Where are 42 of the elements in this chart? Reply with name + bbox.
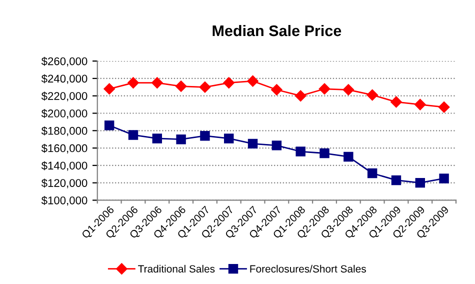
- point: [296, 146, 306, 156]
- y-tick-label: $100,000: [41, 196, 88, 206]
- y-tick-label: $180,000: [41, 126, 88, 136]
- point: [128, 77, 139, 88]
- point: [390, 96, 402, 108]
- point: [439, 174, 449, 184]
- point: [152, 134, 162, 144]
- point: [224, 134, 234, 144]
- point: [415, 178, 425, 188]
- legend-label: Foreclosures/Short Sales: [250, 264, 366, 273]
- point: [200, 130, 210, 141]
- y-tick-label: $160,000: [41, 144, 88, 154]
- point: [366, 89, 378, 101]
- point: [104, 120, 114, 130]
- chart-title: Median Sale Price: [212, 24, 342, 36]
- legend-label: Traditional Sales: [138, 264, 215, 273]
- point: [272, 140, 282, 150]
- point: [223, 77, 234, 88]
- point: [248, 138, 258, 149]
- point: [175, 80, 187, 92]
- point: [176, 134, 186, 144]
- point: [391, 175, 402, 186]
- y-tick-label: $220,000: [41, 92, 88, 102]
- point: [247, 75, 258, 87]
- point: [152, 77, 163, 88]
- point: [271, 84, 282, 96]
- y-tick-label: $240,000: [41, 74, 88, 84]
- point: [342, 84, 354, 96]
- y-tick-label: $120,000: [41, 178, 88, 188]
- point: [104, 83, 115, 94]
- y-tick-label: $140,000: [41, 161, 88, 171]
- point: [199, 82, 211, 93]
- point: [128, 130, 138, 140]
- point: [438, 102, 450, 113]
- y-tick-label: $260,000: [41, 56, 88, 67]
- point: [318, 83, 330, 94]
- point: [414, 98, 426, 110]
- point: [294, 90, 306, 102]
- y-tick-label: $200,000: [41, 109, 88, 119]
- point: [320, 148, 330, 158]
- point: [367, 168, 378, 178]
- point: [344, 152, 354, 162]
